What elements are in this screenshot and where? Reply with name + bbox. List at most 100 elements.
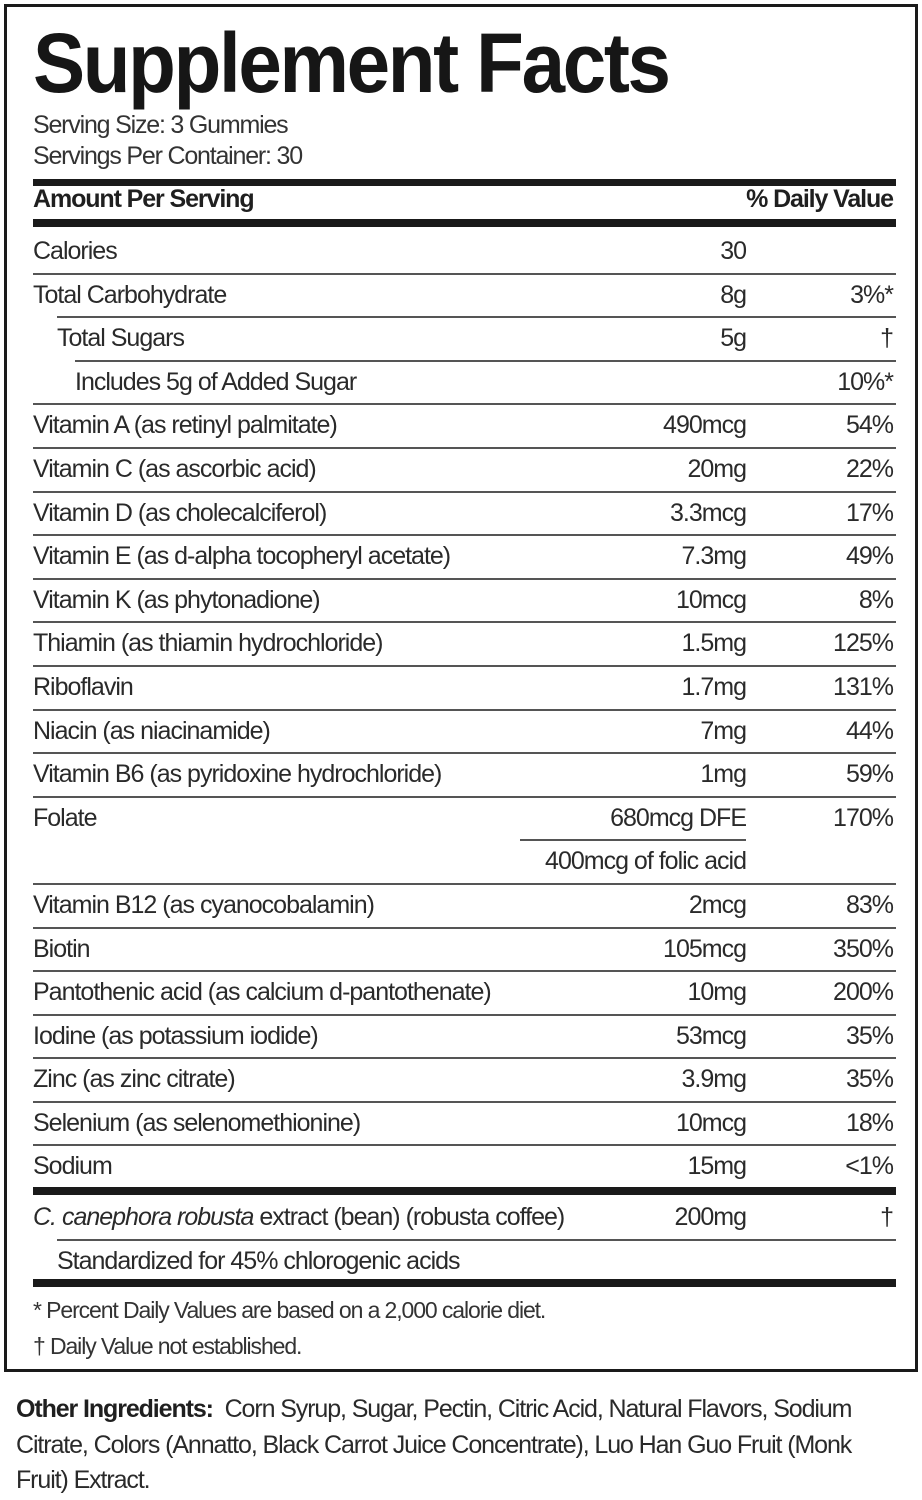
supplement-facts-panel: Supplement Facts Serving Size: 3 Gummies…	[4, 4, 918, 1372]
table-row: Vitamin K (as phytonadione) 10mcg 8%	[33, 577, 896, 622]
nutrient-amount: 53mcg	[675, 1021, 747, 1050]
footnote-daily-value: * Percent Daily Values are based on a 2,…	[33, 1297, 546, 1323]
row-divider	[57, 316, 896, 319]
nutrient-name: Vitamin C (as ascorbic acid)	[33, 454, 317, 483]
row-divider	[33, 490, 896, 493]
nutrient-daily-value: 8%	[858, 585, 894, 614]
nutrient-daily-value: 10%*	[837, 367, 894, 396]
table-row: Total Carbohydrate 8g 3%*	[33, 272, 896, 317]
nutrient-amount: 8g	[720, 280, 747, 309]
amount-per-serving-label: Amount Per Serving	[33, 185, 255, 213]
table-row: Vitamin D (as cholecalciferol) 3.3mcg 17%	[33, 490, 896, 535]
table-row: Calories 30	[33, 229, 896, 273]
nutrient-daily-value: <1%	[845, 1152, 894, 1181]
nutrient-daily-value: 83%	[845, 890, 894, 919]
nutrient-name: Biotin	[33, 934, 91, 963]
table-row: Pantothenic acid (as calcium d-pantothen…	[33, 970, 896, 1014]
nutrient-name: Niacin (as niacinamide)	[33, 716, 271, 745]
row-divider	[75, 359, 896, 362]
table-row: Iodine (as potassium iodide) 53mcg 35%	[33, 1013, 896, 1058]
nutrient-daily-value: 125%	[833, 629, 894, 658]
nutrient-name: Vitamin K (as phytonadione)	[33, 585, 321, 614]
row-divider	[33, 403, 896, 406]
nutrient-amount: 490mcg	[663, 411, 747, 440]
row-divider	[33, 272, 896, 275]
row-divider	[33, 577, 896, 580]
botanical-row: C. canephora robusta extract (bean) (rob…	[33, 1195, 896, 1239]
nutrient-amount: 30	[720, 237, 747, 265]
nutrient-amount: 3.3mcg	[670, 498, 747, 527]
table-row: Niacin (as niacinamide) 7mg 44%	[33, 708, 896, 753]
row-divider	[33, 926, 896, 929]
servings-per-container: Servings Per Container: 30	[33, 142, 303, 170]
panel-title: Supplement Facts	[33, 16, 671, 110]
botanical-common-name: extract (bean) (robusta coffee)	[253, 1203, 565, 1231]
table-row: Sodium 15mg <1%	[33, 1144, 896, 1188]
table-row: Vitamin C (as ascorbic acid) 20mg 22%	[33, 446, 896, 491]
nutrient-daily-value: 170%	[833, 803, 894, 832]
nutrient-name: Includes 5g of Added Sugar	[75, 367, 357, 396]
daily-value-label: % Daily Value	[746, 185, 894, 213]
nutrient-amount: 10mcg	[675, 585, 747, 614]
nutrient-daily-value: 49%	[845, 542, 894, 571]
nutrient-daily-value: 22%	[845, 454, 894, 483]
botanical-section: C. canephora robusta extract (bean) (rob…	[33, 1195, 896, 1283]
nutrient-amount: 5g	[720, 324, 747, 353]
nutrient-amount: 20mg	[687, 454, 747, 483]
botanical-standardization: Standardized for 45% chlorogenic acids	[57, 1246, 461, 1275]
row-divider	[57, 1238, 896, 1241]
table-row: Vitamin A (as retinyl palmitate) 490mcg 54…	[33, 403, 896, 447]
botanical-latin-name: C. canephora robusta	[33, 1203, 254, 1231]
nutrient-daily-value: 17%	[845, 498, 894, 527]
nutrient-name: Vitamin B6 (as pyridoxine hydrochloride)	[33, 760, 442, 789]
nutrient-name: Thiamin (as thiamin hydrochloride)	[33, 629, 383, 658]
table-row: Total Sugars 5g †	[33, 316, 896, 360]
botanical-name: C. canephora robusta extract (bean) (rob…	[33, 1203, 565, 1232]
table-row: 400mcg of folic acid	[33, 839, 896, 883]
table-row: Zinc (as zinc citrate) 3.9mg 35%	[33, 1057, 896, 1101]
row-divider	[33, 664, 896, 667]
nutrient-daily-value: 44%	[845, 716, 894, 745]
nutrient-daily-value: 35%	[845, 1021, 894, 1050]
nutrient-name: Vitamin E (as d-alpha tocopheryl acetate…	[33, 542, 451, 571]
other-ingredients-label: Other Ingredients:	[16, 1395, 214, 1423]
nutrient-name: Iodine (as potassium iodide)	[33, 1021, 319, 1050]
row-divider	[33, 1057, 896, 1060]
row-divider	[520, 839, 746, 842]
botanical-amount: 200mg	[674, 1203, 747, 1231]
nutrient-name: Sodium	[33, 1152, 113, 1181]
nutrient-name: Pantothenic acid (as calcium d-pantothen…	[33, 978, 492, 1007]
nutrient-amount: 7.3mg	[681, 542, 747, 571]
row-divider	[33, 708, 896, 711]
divider-thick	[33, 179, 896, 186]
nutrient-daily-value: 350%	[833, 934, 894, 963]
nutrient-amount: 105mcg	[663, 934, 747, 963]
nutrient-daily-value: 59%	[845, 760, 894, 789]
nutrient-daily-value: 54%	[845, 411, 894, 440]
nutrient-daily-value: 200%	[833, 978, 894, 1007]
nutrient-amount: 1mg	[700, 760, 747, 789]
nutrient-amount: 10mg	[687, 978, 747, 1007]
divider-thick	[33, 1279, 896, 1287]
table-row: Vitamin E (as d-alpha tocopheryl acetate…	[33, 534, 896, 578]
row-divider	[33, 1144, 896, 1147]
table-row: Thiamin (as thiamin hydrochloride) 1.5mg 1…	[33, 621, 896, 665]
nutrient-amount: 10mcg	[675, 1108, 747, 1137]
nutrient-amount: 680mcg DFE	[610, 803, 747, 832]
botanical-sub-row: Standardized for 45% chlorogenic acids	[33, 1238, 896, 1283]
nutrient-table: Calories 30 Total Carbohydrate 8g 3%* Total S…	[33, 229, 896, 1188]
nutrient-name: Vitamin D (as cholecalciferol)	[33, 498, 327, 527]
nutrient-name: Total Sugars	[57, 324, 185, 353]
nutrient-amount: 3.9mg	[681, 1065, 747, 1094]
nutrient-name: Folate	[33, 803, 97, 832]
nutrient-amount: 15mg	[687, 1152, 747, 1181]
row-divider	[33, 534, 896, 537]
nutrient-name: Vitamin A (as retinyl palmitate)	[33, 411, 338, 440]
table-row: Biotin 105mcg 350%	[33, 926, 896, 971]
serving-size: Serving Size: 3 Gummies	[33, 111, 289, 139]
other-ingredients: Other Ingredients: Corn Syrup, Sugar, Pe…	[16, 1392, 896, 1499]
nutrient-daily-value: 131%	[833, 672, 894, 701]
row-divider	[33, 882, 896, 885]
nutrient-name: Riboflavin	[33, 672, 134, 701]
row-divider	[33, 752, 896, 755]
